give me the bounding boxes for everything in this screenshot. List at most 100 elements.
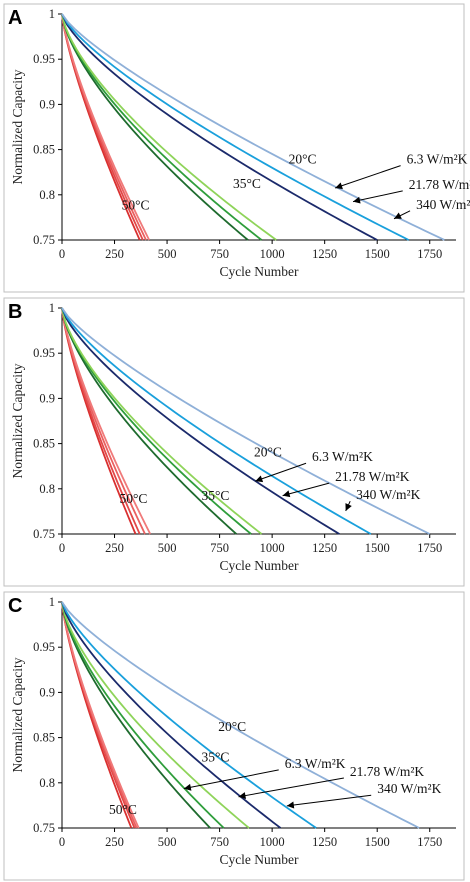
series-line [61, 601, 317, 829]
y-tick-label: 0.85 [33, 437, 55, 451]
annotation-label: 20°C [254, 445, 282, 460]
x-tick-label: 750 [210, 247, 229, 261]
series-line [61, 307, 152, 535]
x-tick-label: 250 [105, 835, 124, 849]
annotation-label: 50°C [109, 802, 137, 817]
annotation-arrow [282, 482, 330, 497]
y-tick-label: 0.85 [33, 143, 55, 157]
series-line [61, 13, 410, 241]
arrowhead [394, 212, 402, 219]
y-tick-label: 1 [49, 7, 55, 21]
x-tick-label: 1750 [417, 541, 442, 555]
x-tick-label: 1000 [260, 541, 285, 555]
x-tick-label: 1500 [365, 247, 390, 261]
panel-label: C [8, 595, 22, 617]
series-line [61, 601, 140, 829]
annotation-label: 35°C [233, 176, 261, 191]
y-axis-label: Normalized Capacity [10, 657, 25, 772]
chart-panel-b: B 0.75 0.8 0.85 0.9 0.95 1 0 250 500 750 1000 1250 15… [3, 297, 465, 587]
arrowhead [353, 196, 361, 204]
y-tick-label: 0.75 [33, 527, 55, 541]
x-tick-label: 750 [210, 541, 229, 555]
series-line [61, 307, 372, 535]
x-axis-label: Cycle Number [219, 558, 299, 573]
y-tick-label: 0.85 [33, 731, 55, 745]
annotation-arrow [183, 769, 279, 790]
x-tick-label: 1000 [260, 835, 285, 849]
series-line [61, 307, 252, 535]
annotation-label: 340 W/m²K [416, 197, 470, 212]
annotation-arrow [352, 190, 403, 203]
x-tick-label: 1750 [417, 835, 442, 849]
annotation-label: 6.3 W/m²K [407, 152, 468, 167]
x-tick-label: 0 [59, 835, 65, 849]
x-tick-label: 750 [210, 835, 229, 849]
annotation-arrow [335, 165, 401, 189]
x-tick-label: 500 [158, 541, 177, 555]
x-tick-label: 0 [59, 247, 65, 261]
series-line [61, 601, 250, 829]
panel-frame [3, 297, 465, 587]
y-tick-label: 0.95 [33, 640, 55, 654]
panel-label: B [8, 301, 22, 323]
y-tick-label: 0.8 [39, 482, 55, 496]
arrowhead [255, 475, 264, 483]
x-tick-label: 1250 [312, 541, 337, 555]
arrowhead [286, 801, 295, 809]
series-line [61, 601, 420, 829]
chart-panel-a: A 0.75 0.8 0.85 0.9 0.95 1 0 250 500 750 1000 1250 15… [3, 3, 470, 293]
x-tick-label: 250 [105, 247, 124, 261]
annotation-label: 21.78 W/m²K [335, 469, 410, 484]
x-axis-label: Cycle Number [219, 852, 299, 867]
x-tick-label: 0 [59, 541, 65, 555]
y-tick-label: 0.9 [39, 685, 55, 699]
x-tick-label: 500 [158, 247, 177, 261]
x-tick-label: 1000 [260, 247, 285, 261]
series-line [61, 13, 277, 241]
panel-frame [3, 591, 465, 881]
y-tick-label: 0.95 [33, 346, 55, 360]
panel-frame [3, 3, 465, 293]
series-line [61, 13, 263, 241]
series-line [61, 601, 211, 829]
series-line [61, 307, 340, 535]
annotation-label: 35°C [201, 488, 229, 503]
series-line [61, 307, 431, 535]
y-tick-label: 0.95 [33, 52, 55, 66]
series-line [61, 601, 282, 829]
annotation-arrow [238, 777, 344, 798]
panel-b: B 0.75 0.8 0.85 0.9 0.95 1 0 250 500 750 1000 1250 15… [0, 294, 470, 588]
annotation-label: 50°C [122, 198, 150, 213]
y-tick-label: 0.8 [39, 188, 55, 202]
y-tick-label: 0.9 [39, 97, 55, 111]
annotation-label: 21.78 W/m²K [350, 764, 425, 779]
x-tick-label: 1250 [312, 835, 337, 849]
x-axis-label: Cycle Number [219, 264, 299, 279]
annotation-label: 340 W/m²K [356, 487, 420, 502]
y-tick-label: 0.75 [33, 233, 55, 247]
chart-panel-c: C 0.75 0.8 0.85 0.9 0.95 1 0 250 500 750 1000 1250 15… [3, 591, 465, 881]
annotation-label: 35°C [201, 750, 229, 765]
y-tick-label: 0.9 [39, 391, 55, 405]
y-axis-label: Normalized Capacity [10, 363, 25, 478]
x-tick-label: 1500 [365, 835, 390, 849]
x-tick-label: 500 [158, 835, 177, 849]
y-tick-label: 1 [49, 595, 55, 609]
panel-label: A [8, 7, 22, 29]
series-line [61, 307, 238, 535]
annotation-label: 21.78 W/m²K [409, 177, 470, 192]
annotation-label: 6.3 W/m²K [285, 756, 346, 771]
series-line [61, 601, 225, 829]
arrowhead [282, 490, 291, 498]
y-tick-label: 0.8 [39, 776, 55, 790]
series-line [61, 13, 378, 241]
x-tick-label: 1750 [417, 247, 442, 261]
y-tick-label: 1 [49, 301, 55, 315]
annotation-arrow [286, 794, 372, 807]
annotation-label: 50°C [119, 491, 147, 506]
annotation-label: 20°C [289, 152, 317, 167]
x-tick-label: 1250 [312, 247, 337, 261]
panel-c: C 0.75 0.8 0.85 0.9 0.95 1 0 250 500 750 1000 1250 15… [0, 588, 470, 882]
x-tick-label: 250 [105, 541, 124, 555]
annotation-label: 340 W/m²K [377, 781, 441, 796]
